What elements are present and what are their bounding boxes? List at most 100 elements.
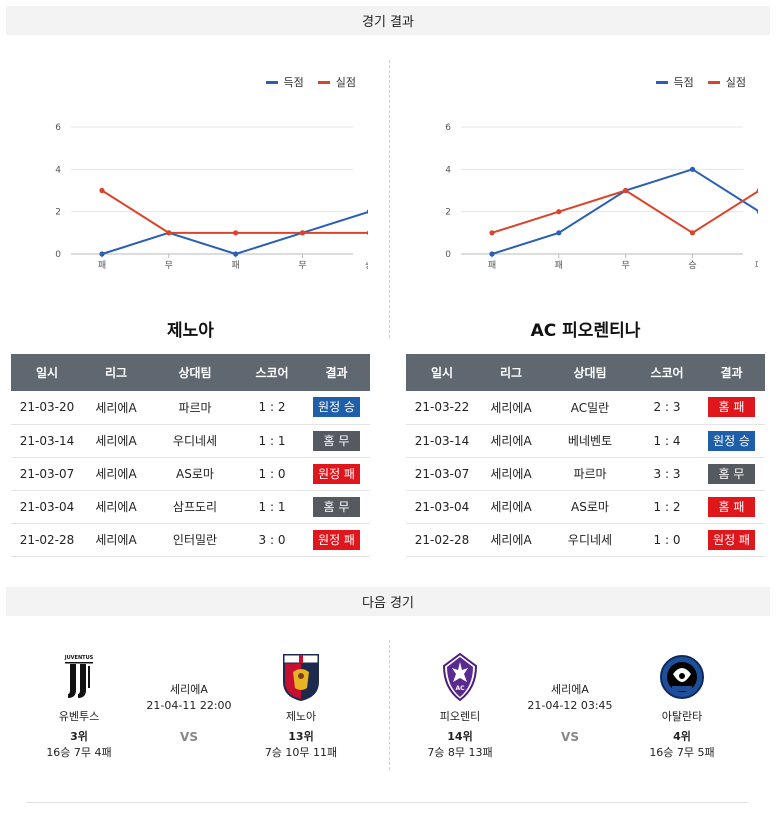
legend-item-conceded: 실점 xyxy=(317,74,356,90)
cell-date: 21-03-20 xyxy=(11,391,83,425)
y-tick-label: 6 xyxy=(445,123,451,133)
club-record: 7승 8무 13패 xyxy=(427,746,493,759)
table-row[interactable]: 21-03-07 세리에A AS로마 1 : 0 원정 패 xyxy=(11,457,370,491)
club-record: 7승 10무 11패 xyxy=(264,746,338,759)
table-row[interactable]: 21-03-04 세리에A 삼프도리 1 : 1 홈 무 xyxy=(11,490,370,524)
table-row[interactable]: 21-02-28 세리에A 인터밀란 3 : 0 원정 패 xyxy=(11,523,370,557)
cell-league: 세리에A xyxy=(83,490,149,524)
y-tick-label: 0 xyxy=(445,250,451,260)
cell-date: 21-03-07 xyxy=(11,457,83,491)
cell-result: 원정 패 xyxy=(698,523,765,557)
match-league: 세리에A xyxy=(551,683,589,696)
legend-swatch-conceded xyxy=(317,80,330,84)
cell-result: 원정 패 xyxy=(303,523,370,557)
table-row[interactable]: 21-03-20 세리에A 파르마 1 : 2 원정 승 xyxy=(11,391,370,425)
table-row[interactable]: 21-03-07 세리에A 파르마 3 : 3 홈 무 xyxy=(406,457,765,491)
team-title-home: 제노아 xyxy=(167,321,214,341)
legend-swatch-scored xyxy=(265,80,278,84)
cell-opponent: 파르마 xyxy=(544,457,636,491)
match-info: 세리에A 21-04-11 22:00 xyxy=(134,682,244,714)
cell-league: 세리에A xyxy=(83,424,149,458)
cell-league: 세리에A xyxy=(478,391,544,425)
x-tick-label: 패 xyxy=(755,260,758,271)
cell-league: 세리에A xyxy=(478,490,544,524)
team-title-away: AC 피오렌티나 xyxy=(530,321,641,341)
cell-date: 21-03-04 xyxy=(406,490,478,524)
cell-score: 3 : 0 xyxy=(241,523,303,557)
table-header-row: 일시 리그 상대팀 스코어 결과 xyxy=(11,354,370,391)
data-point[interactable] xyxy=(756,209,758,214)
table-row[interactable]: 21-03-22 세리에A AC밀란 2 : 3 홈 패 xyxy=(406,391,765,425)
cell-score: 3 : 3 xyxy=(636,457,698,491)
cell-league: 세리에A xyxy=(83,457,149,491)
table-row[interactable]: 21-03-14 세리에A 우디네세 1 : 1 홈 무 xyxy=(11,424,370,458)
data-point[interactable] xyxy=(489,251,495,257)
club-rank: 13위 xyxy=(288,730,314,743)
y-tick-label: 4 xyxy=(445,165,451,175)
data-point[interactable] xyxy=(366,209,368,214)
club-away[interactable]: 아탈란타 4위 16승 7무 5패 xyxy=(637,652,727,760)
legend-swatch-conceded xyxy=(707,80,720,84)
data-point[interactable] xyxy=(233,230,239,236)
data-point[interactable] xyxy=(689,230,696,236)
cell-date: 21-02-28 xyxy=(406,523,478,557)
legend-item-conceded: 실점 xyxy=(707,74,746,90)
legend-label-conceded: 실점 xyxy=(725,76,746,89)
data-point[interactable] xyxy=(689,166,696,172)
header-date: 일시 xyxy=(406,354,478,391)
data-point[interactable] xyxy=(366,230,368,236)
table-row[interactable]: 21-03-14 세리에A 베네벤토 1 : 4 원정 승 xyxy=(406,424,765,458)
cell-opponent: 베네벤토 xyxy=(544,424,636,458)
y-tick-label: 6 xyxy=(55,123,61,133)
cell-opponent: 인터밀란 xyxy=(149,523,241,557)
cell-result: 원정 승 xyxy=(303,391,370,425)
next-match-card: AC 피오렌티 14위 7승 8무 13패 세리에A 21-04-12 03:4… xyxy=(415,652,755,762)
header-opponent: 상대팀 xyxy=(544,354,636,391)
data-point[interactable] xyxy=(99,251,105,257)
x-tick-label: 무 xyxy=(622,260,630,271)
club-name: 아탈란타 xyxy=(661,710,703,723)
chart-team-1: 득점 실점 0 2 4 6 패 무 패 무 승 xyxy=(8,60,368,280)
header-league: 리그 xyxy=(83,354,149,391)
y-tick-label: 2 xyxy=(55,208,61,218)
cell-score: 1 : 0 xyxy=(241,457,303,491)
club-home[interactable]: JUVENTUS 유벤투스 3위 16승 7무 4패 xyxy=(34,652,124,760)
club-name: 유벤투스 xyxy=(58,710,100,723)
y-tick-label: 0 xyxy=(55,250,61,260)
header-score: 스코어 xyxy=(241,354,303,391)
results-section-title: 경기 결과 xyxy=(362,15,414,30)
x-tick-label: 무 xyxy=(165,260,173,271)
club-home[interactable]: AC 피오렌티 14위 7승 8무 13패 xyxy=(415,652,505,760)
legend-item-scored: 득점 xyxy=(655,74,694,90)
match-datetime: 21-04-12 03:45 xyxy=(527,699,613,712)
legend-label-conceded: 실점 xyxy=(335,76,356,89)
header-result: 결과 xyxy=(698,354,765,391)
match-info: 세리에A 21-04-12 03:45 xyxy=(515,682,625,714)
data-point[interactable] xyxy=(299,230,306,236)
cell-opponent: AC밀란 xyxy=(544,391,636,425)
data-point[interactable] xyxy=(233,251,239,257)
table-row[interactable]: 21-02-28 세리에A 우디네세 1 : 0 원정 패 xyxy=(406,523,765,557)
cell-score: 1 : 4 xyxy=(636,424,698,458)
data-point[interactable] xyxy=(556,209,562,215)
result-badge: 원정 승 xyxy=(313,397,360,418)
svg-text:JUVENTUS: JUVENTUS xyxy=(64,655,94,661)
result-badge: 홈 패 xyxy=(708,496,755,517)
legend-label-scored: 득점 xyxy=(673,76,694,89)
result-badge: 홈 무 xyxy=(708,463,755,484)
y-tick-label: 2 xyxy=(445,208,451,218)
data-point[interactable] xyxy=(489,230,495,236)
club-name: 제노아 xyxy=(285,710,317,723)
data-point[interactable] xyxy=(556,230,562,236)
result-badge: 원정 승 xyxy=(708,430,755,451)
header-opponent: 상대팀 xyxy=(149,354,241,391)
genoa-logo-icon xyxy=(277,652,325,702)
x-tick-label: 무 xyxy=(298,260,306,271)
table-row[interactable]: 21-03-04 세리에A AS로마 1 : 2 홈 패 xyxy=(406,490,765,524)
data-point[interactable] xyxy=(623,187,629,194)
data-point[interactable] xyxy=(99,187,105,194)
club-away[interactable]: 제노아 13위 7승 10무 11패 xyxy=(256,652,346,760)
data-point[interactable] xyxy=(756,188,758,193)
data-point[interactable] xyxy=(166,230,172,236)
